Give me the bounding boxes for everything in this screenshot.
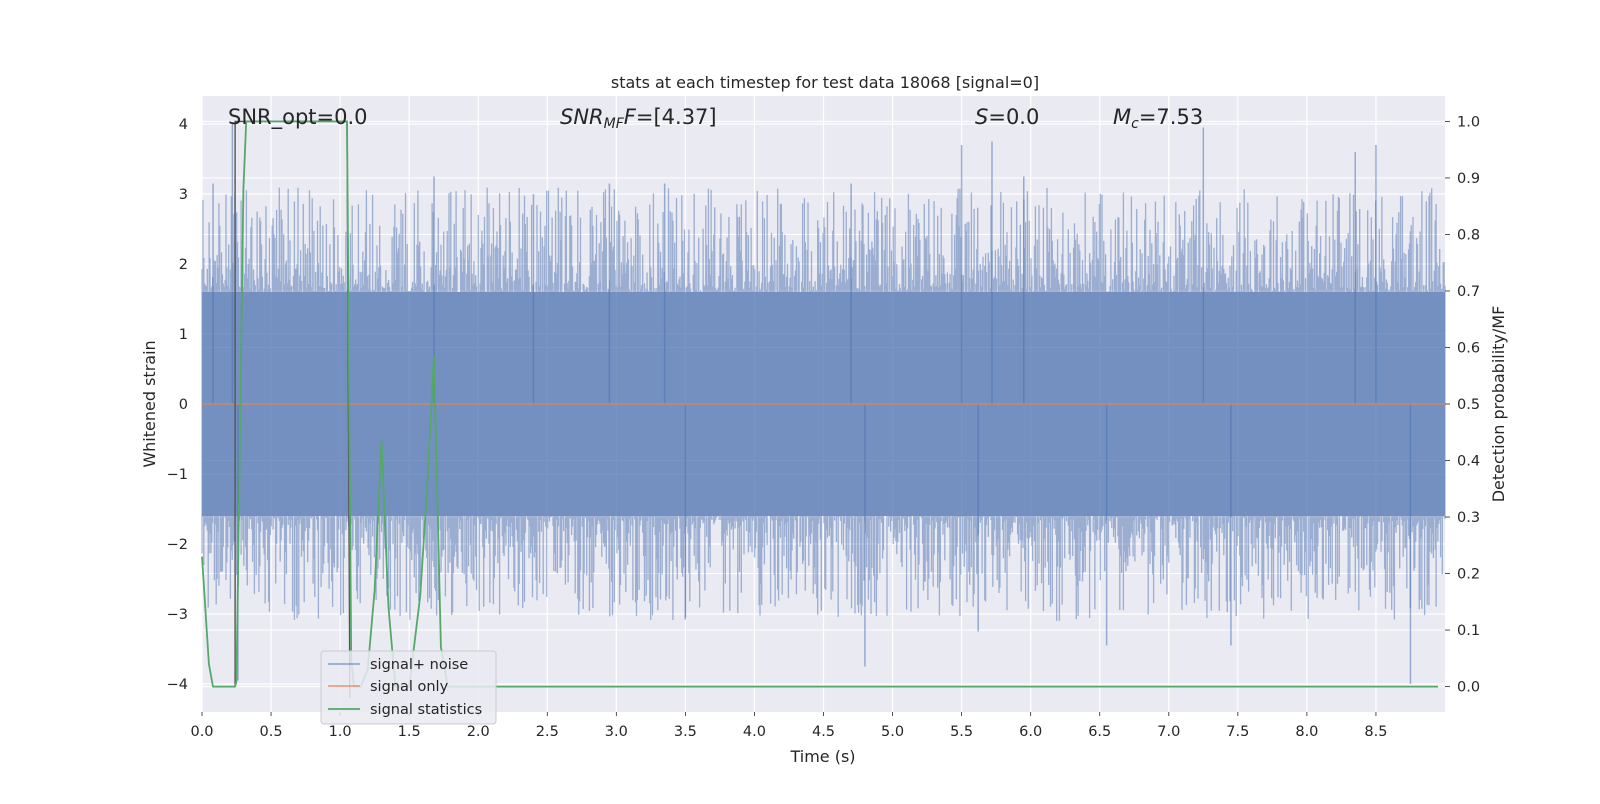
x-tick-label-8: 4.0 (743, 724, 766, 740)
x-tick-label-11: 5.5 (950, 724, 973, 740)
annotation-snr-mf-main: SNR (560, 105, 604, 129)
y2-tick-label-5: 0.5 (1457, 397, 1480, 413)
annotation-s: S=0.0 (975, 105, 1039, 129)
y2-tick-label-9: 0.1 (1457, 623, 1480, 639)
x-tick-labels: 0.0 0.5 1.0 1.5 2.0 2.5 3.0 3.5 4.0 4.5 5.0 5.5 6.0 6… (190, 712, 1387, 740)
y2-tick-label-2: 0.8 (1457, 227, 1480, 243)
x-tick-label-12: 6.0 (1019, 724, 1042, 740)
y2-tick-label-1: 0.9 (1457, 171, 1480, 187)
x-tick-label-15: 7.5 (1226, 724, 1249, 740)
legend-label-statistics: signal statistics (370, 702, 482, 718)
x-axis-label: Time (s) (789, 747, 855, 766)
x-tick-label-10: 5.0 (881, 724, 904, 740)
x-tick-label-14: 7.0 (1157, 724, 1180, 740)
y-tick-label-0: 4 (179, 117, 188, 133)
annotation-snr-opt: SNR_opt=0.0 (228, 105, 368, 130)
x-tick-label-7: 3.5 (674, 724, 697, 740)
annotation-s-value: =0.0 (988, 105, 1039, 129)
y-tick-label-2: 2 (179, 257, 188, 273)
x-tick-label-13: 6.5 (1088, 724, 1111, 740)
annotation-snr-mf: SNRMFF=[4.37] (560, 105, 717, 132)
y2-tick-label-6: 0.4 (1457, 454, 1480, 470)
legend: signal+ noise signal only signal statist… (320, 650, 497, 725)
x-tick-label-17: 8.5 (1364, 724, 1387, 740)
x-tick-label-3: 1.5 (398, 724, 421, 740)
annotation-snr-mf-sub: MF (604, 116, 625, 132)
annotation-snr-mf-value: =[4.37] (636, 105, 717, 129)
noise-trace (201, 187, 1446, 621)
y2-tick-label-7: 0.3 (1457, 510, 1480, 526)
annotation-mc-main: M (1113, 105, 1131, 129)
statistics-line (201, 120, 1439, 688)
annotation-mc-sub: c (1131, 116, 1139, 132)
annotation-s-main: S (975, 105, 988, 129)
y2-tick-label-10: 0.0 (1457, 680, 1480, 696)
x-tick-label-0: 0.0 (190, 724, 213, 740)
y2-tick-label-4: 0.6 (1457, 340, 1480, 356)
y2-tick-label-0: 1.0 (1457, 114, 1480, 130)
annotation-mc-value: =7.53 (1139, 105, 1203, 129)
y2-axis-label: Detection probability/MF (1489, 306, 1508, 503)
y2-tick-label-3: 0.7 (1457, 284, 1480, 300)
x-tick-label-1: 0.5 (260, 724, 283, 740)
y-tick-label-8: −4 (167, 677, 188, 693)
legend-box (320, 650, 497, 725)
y-tick-label-3: 1 (179, 327, 188, 343)
y2-tick-label-8: 0.2 (1457, 567, 1480, 583)
x-tick-label-4: 2.0 (467, 724, 490, 740)
x-tick-label-9: 4.5 (812, 724, 835, 740)
y-tick-label-1: 3 (179, 187, 188, 203)
legend-label-signal: signal only (370, 679, 449, 695)
y-tick-label-7: −3 (167, 607, 188, 623)
x-tick-label-16: 8.0 (1295, 724, 1318, 740)
chart-title: stats at each timestep for test data 180… (611, 73, 1039, 92)
x-tick-label-2: 1.0 (329, 724, 352, 740)
y-tick-label-4: 0 (179, 397, 188, 413)
y-tick-labels: 4 3 2 1 0 −1 −2 −3 −4 (167, 117, 188, 693)
y-axis-label: Whitened strain (140, 340, 159, 467)
annotation-mc: Mc=7.53 (1113, 105, 1203, 132)
y2-tick-labels: 1.0 0.9 0.8 0.7 0.6 0.5 0.4 0.3 0.2 0.1 0.0 (1445, 114, 1480, 696)
y-tick-label-5: −1 (167, 467, 188, 483)
y-tick-label-6: −2 (167, 537, 188, 553)
statistics-series (201, 120, 1439, 688)
x-tick-label-6: 3.0 (605, 724, 628, 740)
annotation-snr-mf-f: F (624, 105, 637, 129)
x-tick-label-5: 2.5 (536, 724, 559, 740)
legend-label-noise: signal+ noise (370, 657, 468, 673)
